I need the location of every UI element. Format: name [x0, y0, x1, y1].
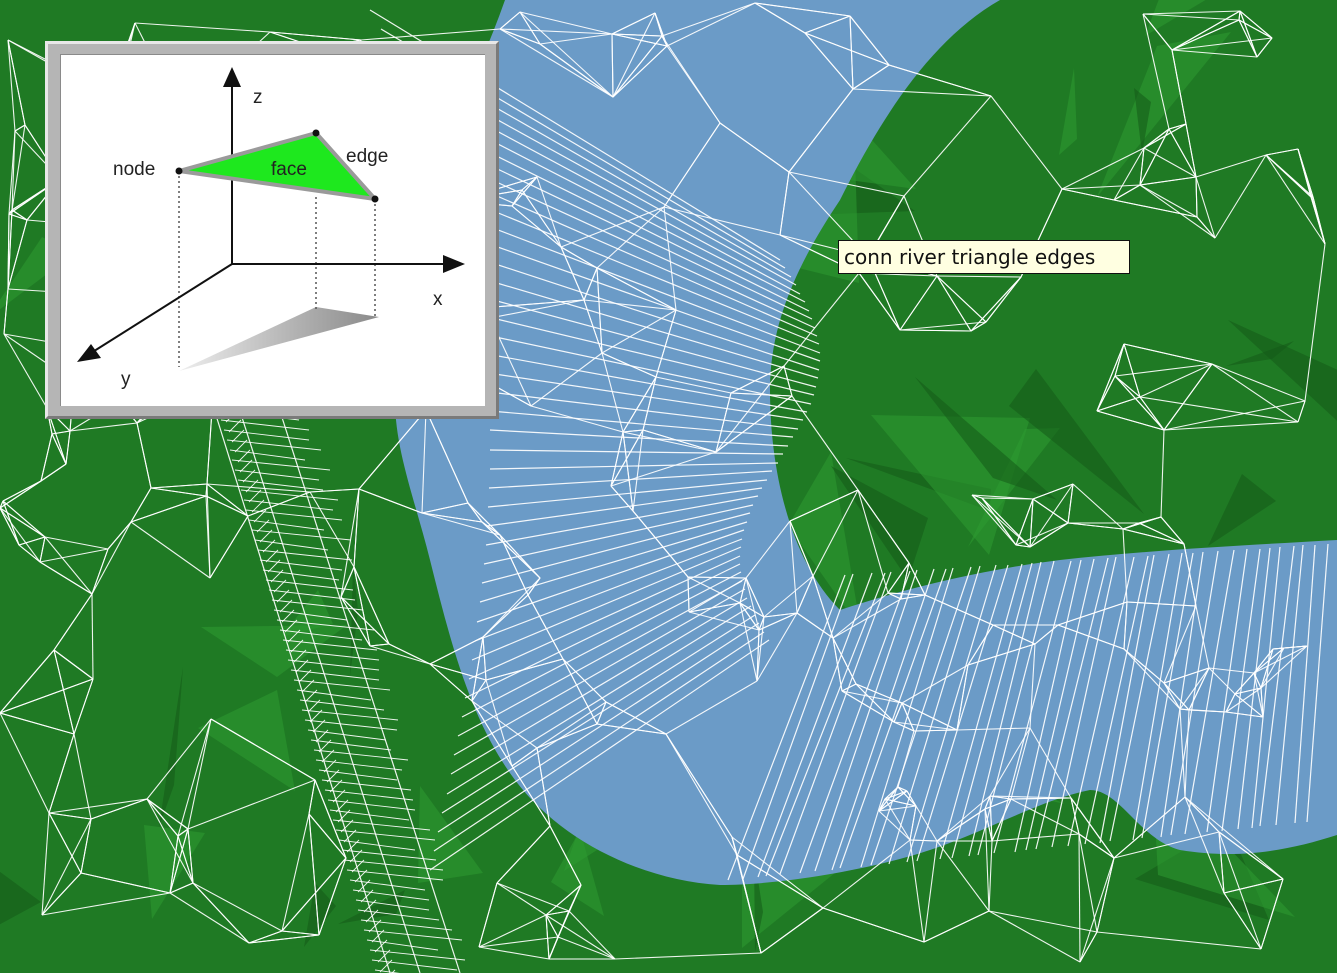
face-projection-shadow	[179, 307, 379, 371]
z-axis-arrow	[223, 67, 241, 87]
x-axis-arrow	[443, 255, 465, 273]
tin-diagram-inset: z x y node face edge	[60, 54, 485, 406]
river-channel	[395, 0, 1337, 885]
x-axis-label: x	[433, 289, 443, 310]
y-axis	[90, 263, 233, 354]
triangle-face	[177, 131, 377, 201]
y-axis-arrow	[77, 344, 101, 362]
edge-point	[371, 195, 379, 203]
apex-point	[312, 129, 320, 137]
face-label: face	[271, 159, 307, 180]
node-label: node	[113, 159, 155, 180]
edge-label: edge	[346, 146, 388, 167]
tooltip: conn river triangle edges	[838, 240, 1130, 274]
z-axis-label: z	[253, 87, 263, 108]
y-axis-label: y	[121, 369, 131, 390]
tin-diagram: z x y node face edge	[77, 67, 465, 390]
river-triangle-edges	[369, 9, 1329, 881]
node-point	[175, 167, 183, 175]
